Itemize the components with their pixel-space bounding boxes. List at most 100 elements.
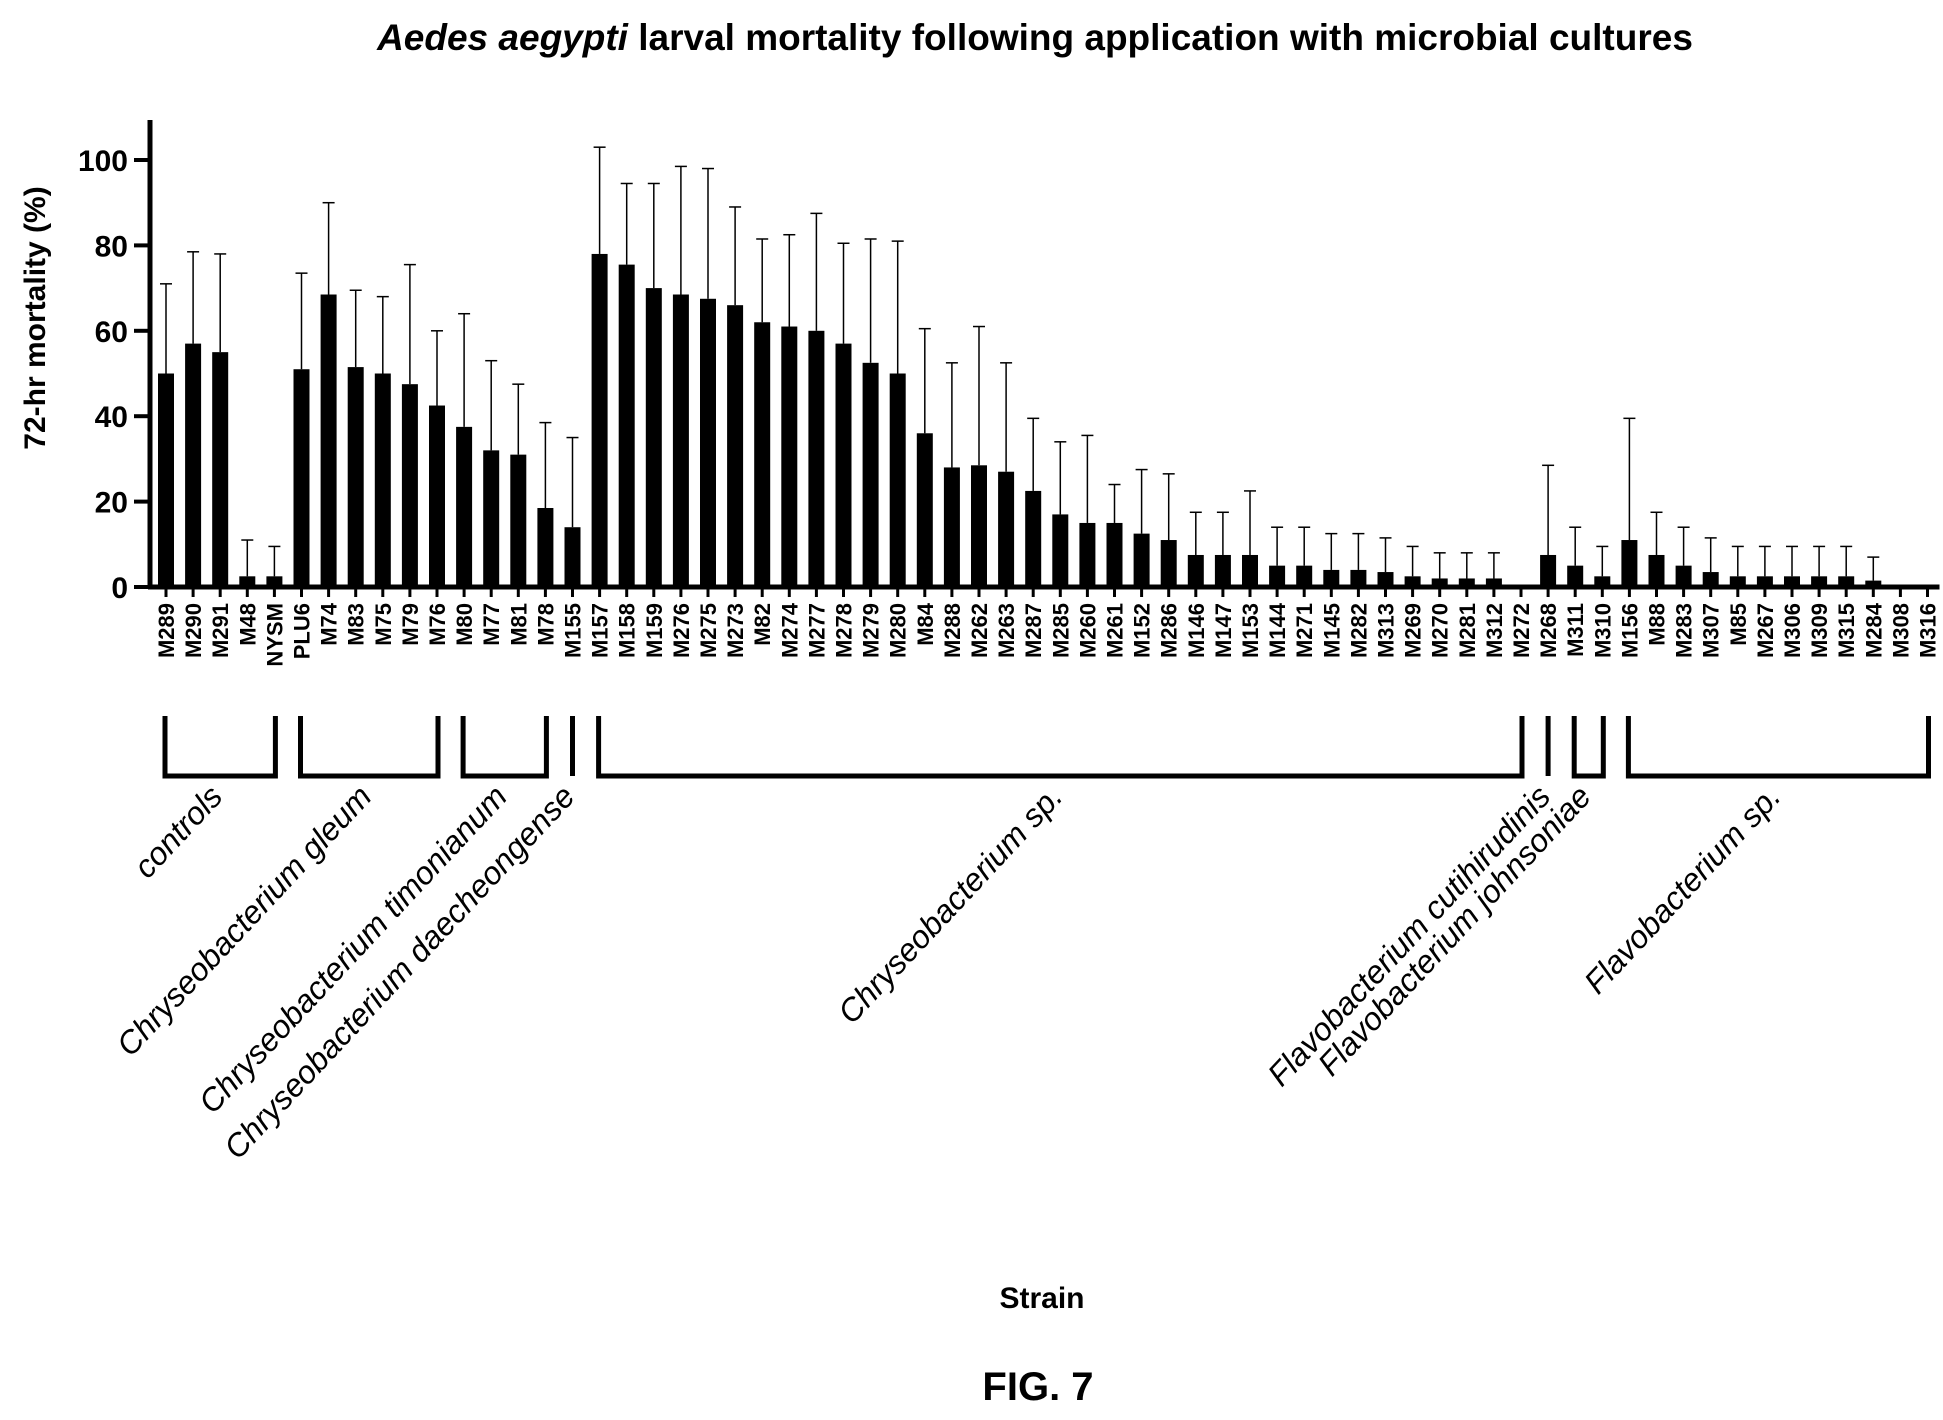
y-tick-label: 40 — [95, 401, 128, 434]
bar-M277 — [808, 330, 825, 587]
bar-M76 — [429, 405, 445, 587]
bar-PLU6 — [293, 369, 310, 587]
x-tick-label-M278: M278 — [832, 603, 857, 658]
x-tick-label-M78: M78 — [533, 603, 558, 646]
x-tick-label-M76: M76 — [425, 603, 450, 646]
bar-M309 — [1811, 576, 1828, 587]
bar-M279 — [862, 362, 879, 587]
bar-M147 — [1214, 554, 1231, 587]
x-tick-label-M287: M287 — [1021, 603, 1046, 658]
bar-M287 — [1025, 490, 1042, 587]
bar-M271 — [1296, 565, 1313, 587]
bar-M278 — [835, 343, 852, 587]
x-tick-label-M267: M267 — [1753, 603, 1778, 658]
x-tick-label-M263: M263 — [994, 603, 1019, 658]
x-tick-label-M84: M84 — [913, 602, 938, 646]
x-tick-label-M279: M279 — [859, 603, 884, 658]
group-bracket — [460, 716, 549, 779]
group-bracket — [162, 716, 278, 779]
x-tick-label-M274: M274 — [777, 602, 802, 658]
x-tick-label-M286: M286 — [1157, 603, 1182, 658]
bar-M88 — [1648, 554, 1665, 587]
bar-M288 — [943, 467, 960, 587]
bar-M289 — [158, 373, 174, 587]
bar-M82 — [754, 322, 771, 587]
x-tick-label-M313: M313 — [1374, 603, 1399, 658]
bar-M158 — [618, 264, 635, 587]
bar-M291 — [212, 352, 229, 587]
x-tick-label-M308: M308 — [1888, 603, 1913, 658]
x-tick-label-M316: M316 — [1916, 603, 1941, 658]
bar-NYSM — [266, 576, 283, 587]
y-axis-label: 72-hr mortality (%) — [19, 186, 52, 449]
bar-M306 — [1784, 576, 1800, 587]
x-ticks: M289 M290 M291 M48 NYSM PLU6 M74 M83 M75 M79 M76 M8… — [154, 587, 1941, 667]
group-bracket — [1571, 716, 1606, 779]
x-tick-label-M262: M262 — [967, 603, 992, 658]
bar-M144 — [1269, 565, 1286, 587]
bar-M84 — [916, 433, 933, 587]
group-label: controls — [127, 778, 230, 884]
x-tick-label-M307: M307 — [1699, 603, 1724, 658]
group-bracket — [596, 716, 1525, 779]
x-tick-label-M276: M276 — [669, 603, 694, 658]
bar-M311 — [1567, 565, 1584, 587]
x-tick-label-M312: M312 — [1482, 603, 1507, 658]
x-tick-label-M290: M290 — [181, 603, 206, 658]
chart-title: Aedes aegypti larval mortality following… — [376, 17, 1693, 58]
bar-M153 — [1242, 554, 1258, 587]
bar-M159 — [645, 288, 662, 587]
x-tick-label-M79: M79 — [398, 603, 423, 646]
bar-M77 — [483, 450, 500, 587]
x-tick-label-M315: M315 — [1834, 603, 1859, 658]
bar-M155 — [564, 527, 581, 587]
x-tick-label-M288: M288 — [940, 603, 965, 658]
group-label: Chryseobacterium daecheongense — [217, 778, 582, 1166]
x-tick-label-M159: M159 — [642, 603, 667, 658]
bar-M261 — [1106, 522, 1123, 587]
bar-M275 — [700, 298, 716, 587]
x-tick-label-M75: M75 — [371, 603, 396, 646]
bar-M282 — [1350, 569, 1367, 587]
x-tick-label-M146: M146 — [1184, 603, 1209, 658]
x-axis-label: Strain — [999, 1282, 1084, 1315]
x-tick-label-M74: M74 — [317, 602, 342, 646]
bar-M284 — [1865, 580, 1882, 587]
x-tick-label-M283: M283 — [1672, 603, 1697, 658]
plot-area — [158, 146, 1882, 587]
bar-M286 — [1160, 540, 1177, 587]
bar-M81 — [510, 454, 527, 587]
x-tick-label-M80: M80 — [452, 603, 477, 646]
x-tick-label-M268: M268 — [1536, 603, 1561, 658]
x-tick-label-M270: M270 — [1428, 603, 1453, 658]
bar-M145 — [1323, 569, 1340, 587]
x-tick-label-M145: M145 — [1319, 603, 1344, 658]
group-label: Flavobacterium cutihirudinis — [1260, 778, 1557, 1093]
x-tick-label-M48: M48 — [235, 603, 260, 646]
bar-M156 — [1621, 540, 1638, 587]
bar-M270 — [1431, 578, 1448, 587]
x-tick-label-M311: M311 — [1563, 603, 1588, 657]
x-tick-label-M158: M158 — [615, 603, 640, 658]
x-tick-label-M152: M152 — [1130, 603, 1155, 658]
bar-M262 — [971, 465, 987, 587]
group-label: Flavobacterium sp. — [1577, 778, 1788, 1000]
y-tick-label: 0 — [111, 572, 128, 605]
chart-title-rest: larval mortality following application w… — [628, 17, 1693, 58]
x-tick-label-M85: M85 — [1726, 603, 1751, 646]
bar-M274 — [781, 326, 798, 587]
x-tick-label-NYSM: NYSM — [262, 603, 287, 667]
bar-M310 — [1594, 576, 1611, 587]
chart-title-italic: Aedes aegypti — [376, 17, 629, 58]
bar-M313 — [1377, 572, 1394, 587]
x-tick-label-M275: M275 — [696, 603, 721, 658]
group-label: Flavobacterium johnsoniae — [1311, 778, 1598, 1082]
bar-M48 — [239, 576, 256, 587]
x-tick-label-M261: M261 — [1103, 603, 1128, 658]
x-tick-label-M272: M272 — [1509, 603, 1534, 658]
x-tick-label-M147: M147 — [1211, 603, 1236, 658]
x-tick-label-M260: M260 — [1075, 603, 1100, 658]
x-tick-label-M280: M280 — [886, 603, 911, 658]
